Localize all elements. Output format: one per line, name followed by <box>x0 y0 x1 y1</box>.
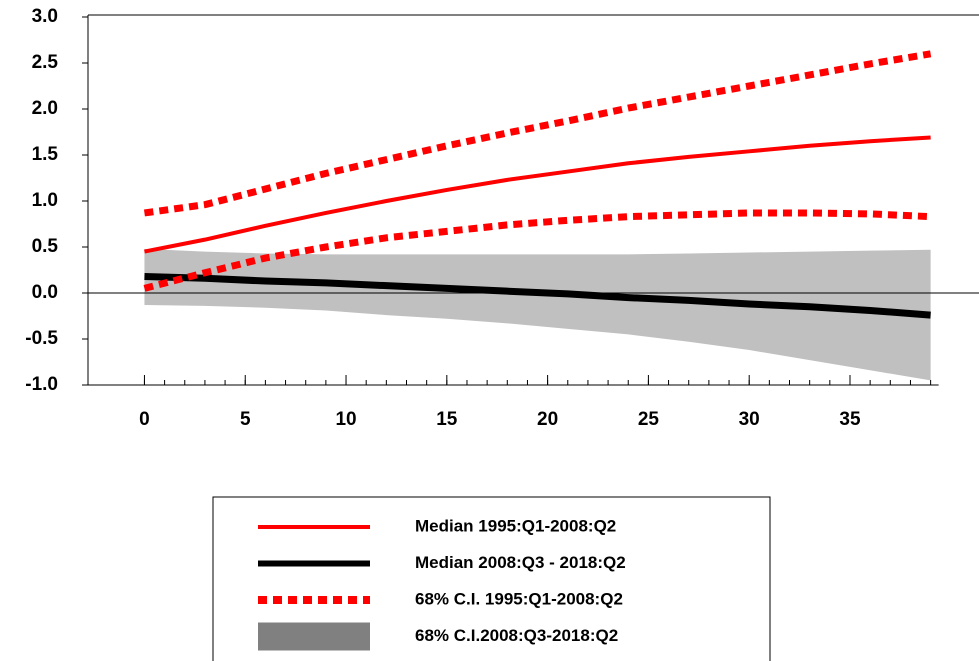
x-tick-label: 30 <box>739 409 760 430</box>
x-tick-label: 35 <box>839 409 861 430</box>
x-tick-label: 25 <box>638 409 660 430</box>
median-line <box>144 135 931 254</box>
y-tick-label: 1.5 <box>32 144 59 165</box>
ci-lower <box>143 209 931 292</box>
legend-swatch <box>258 622 370 651</box>
y-tick-label: -1.0 <box>25 374 58 395</box>
y-tick-label: 3.0 <box>32 6 58 27</box>
median-line <box>144 272 931 319</box>
ci-band <box>144 248 931 381</box>
x-tick-label: 5 <box>240 409 251 430</box>
x-tick-label: 0 <box>139 409 150 430</box>
plot-area: -1.0 -0.5 0.0 0.5 1.0 1.5 2.0 2.5 3.0 0 5 10 15 20 25 3… <box>25 6 979 430</box>
legend: Median 1995:Q1-2008:Q2 Median 2008:Q3 - 2… <box>212 496 771 661</box>
ci-upper <box>143 50 932 217</box>
x-tick-label: 20 <box>537 409 558 430</box>
legend-label: Median 2008:Q3 - 2018:Q2 <box>415 553 626 572</box>
y-tick-label: -0.5 <box>25 328 58 349</box>
y-tick-label: 0.0 <box>32 282 58 303</box>
legend-label: 68% C.I. 1995:Q1-2008:Q2 <box>415 589 623 608</box>
x-tick-label: 10 <box>335 409 356 430</box>
y-tick-label: 2.0 <box>32 98 58 119</box>
x-tick-label: 15 <box>436 409 458 430</box>
y-tick-label: 1.0 <box>32 190 58 211</box>
y-tick-label: 0.5 <box>32 236 59 257</box>
legend-label: Median 1995:Q1-2008:Q2 <box>415 516 616 535</box>
y-tick-label: 2.5 <box>32 52 59 73</box>
legend-label: 68% C.I.2008:Q3-2018:Q2 <box>415 626 618 645</box>
